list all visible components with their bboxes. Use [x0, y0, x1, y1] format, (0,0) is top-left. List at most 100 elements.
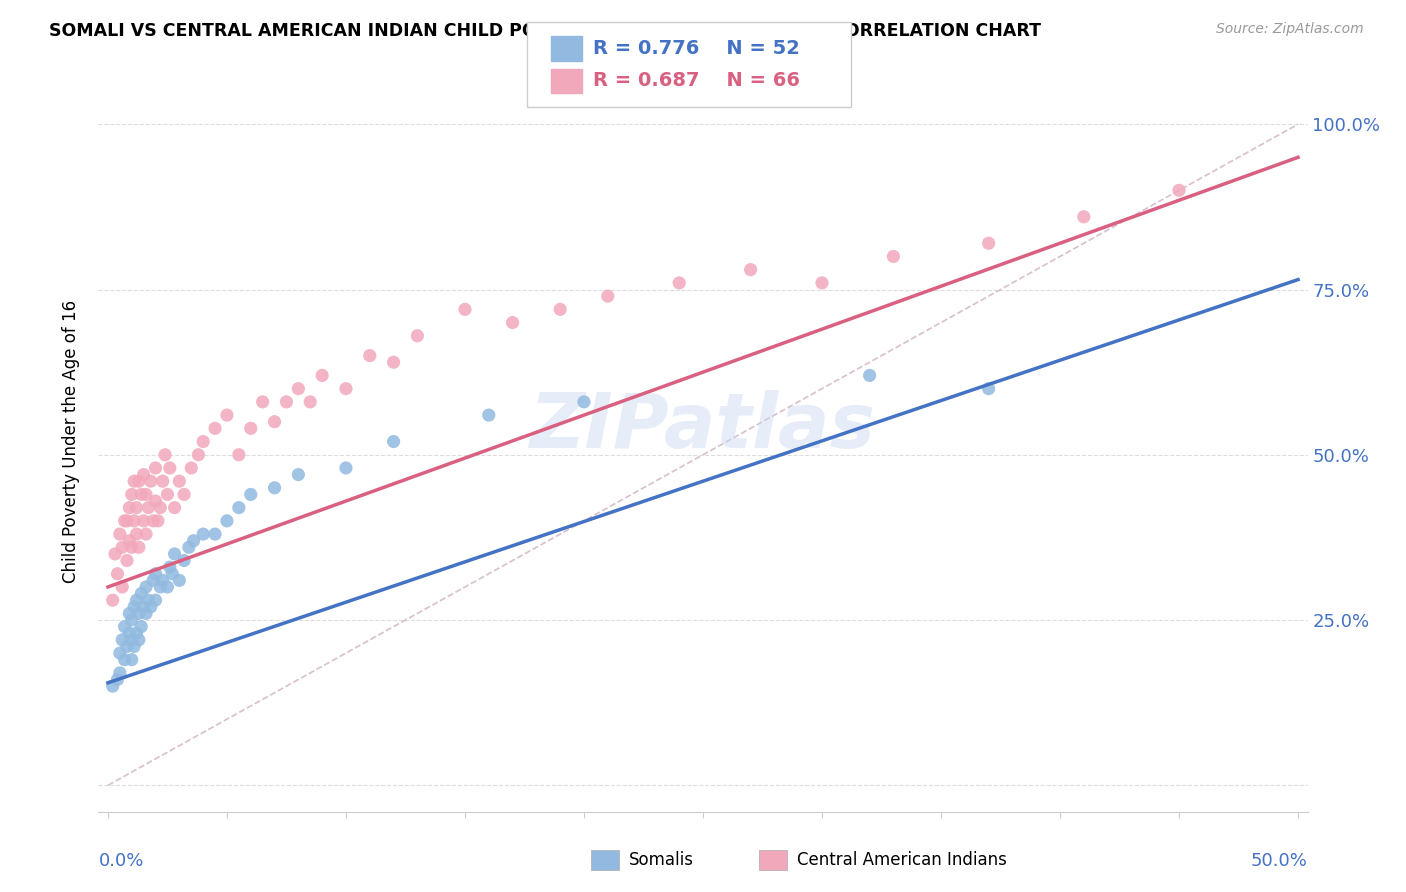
Point: [121, 613, 143, 627]
Point: [132, 599, 155, 614]
Point: [146, 514, 169, 528]
Point: [107, 673, 129, 687]
Point: [173, 553, 195, 567]
Point: [187, 448, 209, 462]
Point: [108, 665, 131, 680]
Point: [138, 500, 160, 515]
Point: [114, 620, 136, 634]
Point: [108, 646, 131, 660]
Point: [1073, 210, 1095, 224]
Point: [135, 607, 157, 621]
Point: [406, 328, 429, 343]
Point: [882, 250, 904, 264]
Point: [215, 514, 238, 528]
Text: SOMALI VS CENTRAL AMERICAN INDIAN CHILD POVERTY UNDER THE AGE OF 16 CORRELATION : SOMALI VS CENTRAL AMERICAN INDIAN CHILD …: [49, 22, 1042, 40]
Point: [335, 461, 357, 475]
Point: [111, 580, 134, 594]
Point: [977, 236, 1000, 251]
Point: [138, 593, 160, 607]
Point: [169, 474, 191, 488]
Point: [149, 580, 172, 594]
Point: [548, 302, 571, 317]
Point: [135, 487, 157, 501]
Point: [163, 547, 186, 561]
Point: [115, 640, 138, 654]
Point: [163, 500, 186, 515]
Point: [135, 580, 157, 594]
Point: [129, 586, 152, 600]
Text: R = 0.776    N = 52: R = 0.776 N = 52: [593, 39, 800, 58]
Point: [977, 382, 1000, 396]
Point: [152, 474, 174, 488]
Point: [125, 593, 148, 607]
Point: [572, 395, 595, 409]
Point: [142, 574, 165, 588]
Point: [125, 500, 148, 515]
Point: [145, 593, 167, 607]
Point: [122, 514, 145, 528]
Point: [596, 289, 619, 303]
Point: [121, 632, 143, 647]
Text: Central American Indians: Central American Indians: [797, 851, 1007, 869]
Point: [114, 653, 136, 667]
Point: [263, 415, 285, 429]
Point: [121, 487, 143, 501]
Point: [115, 514, 138, 528]
Point: [128, 607, 150, 621]
Point: [111, 632, 134, 647]
Point: [668, 276, 690, 290]
Point: [454, 302, 477, 317]
Point: [104, 547, 127, 561]
Point: [156, 487, 179, 501]
Point: [183, 533, 205, 548]
Point: [145, 494, 167, 508]
Point: [118, 500, 141, 515]
Point: [502, 316, 524, 330]
Point: [811, 276, 834, 290]
Point: [118, 626, 141, 640]
Point: [252, 395, 274, 409]
Point: [287, 467, 309, 482]
Point: [359, 349, 381, 363]
Point: [128, 474, 150, 488]
Point: [263, 481, 285, 495]
Point: [115, 553, 138, 567]
Text: Somalis: Somalis: [628, 851, 693, 869]
Point: [160, 566, 183, 581]
Point: [118, 533, 141, 548]
Point: [1168, 183, 1191, 197]
Point: [149, 500, 172, 515]
Point: [299, 395, 322, 409]
Point: [128, 541, 150, 555]
Point: [111, 541, 134, 555]
Point: [180, 461, 202, 475]
Point: [228, 448, 250, 462]
Point: [740, 262, 762, 277]
Point: [129, 487, 152, 501]
Text: 0.0%: 0.0%: [98, 853, 143, 871]
Point: [204, 527, 226, 541]
Point: [859, 368, 882, 383]
Point: [125, 626, 148, 640]
Text: 50.0%: 50.0%: [1251, 853, 1308, 871]
Point: [129, 620, 152, 634]
Point: [335, 382, 357, 396]
Point: [191, 434, 214, 449]
Point: [132, 514, 155, 528]
Point: [122, 640, 145, 654]
Text: R = 0.687    N = 66: R = 0.687 N = 66: [593, 71, 800, 90]
Point: [191, 527, 214, 541]
Point: [156, 580, 179, 594]
Point: [118, 607, 141, 621]
Point: [114, 514, 136, 528]
Text: ZIPatlas: ZIPatlas: [530, 390, 876, 464]
Point: [311, 368, 333, 383]
Point: [101, 679, 124, 693]
Point: [139, 474, 162, 488]
Point: [228, 500, 250, 515]
Point: [204, 421, 226, 435]
Point: [177, 541, 200, 555]
Point: [121, 653, 143, 667]
Point: [382, 355, 405, 369]
Point: [152, 574, 174, 588]
